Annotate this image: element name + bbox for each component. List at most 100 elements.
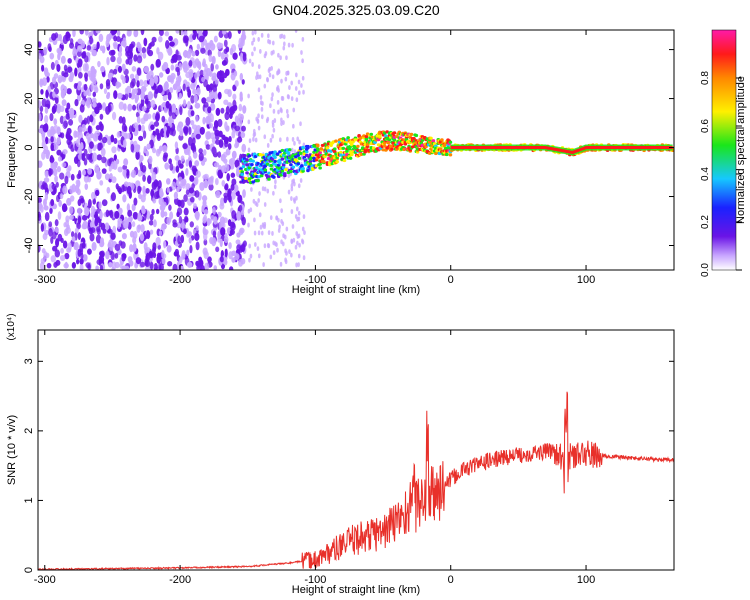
noise-speckle: [126, 31, 132, 37]
noise-speckle: [279, 55, 282, 61]
noise-speckle: [74, 227, 79, 234]
noise-speckle: [151, 208, 155, 216]
noise-speckle: [214, 78, 219, 85]
x-tick-label: 0: [448, 574, 454, 586]
noise-speckle: [155, 208, 160, 215]
noise-speckle: [49, 156, 55, 163]
noise-speckle: [182, 251, 186, 258]
noise-speckle: [90, 82, 95, 92]
noise-speckle: [74, 67, 78, 77]
noise-speckle: [90, 227, 96, 234]
noise-speckle: [100, 222, 106, 231]
noise-speckle: [148, 155, 153, 165]
noise-speckle: [175, 165, 180, 173]
noise-speckle: [292, 107, 296, 113]
signal-cell: [378, 134, 382, 138]
x-tick-label: -300: [34, 274, 56, 286]
noise-speckle: [99, 113, 104, 120]
noise-speckle: [215, 190, 221, 199]
noise-speckle: [116, 35, 121, 43]
signal-cell: [392, 138, 397, 142]
noise-speckle: [213, 265, 218, 270]
noise-speckle: [137, 185, 141, 195]
noise-speckle: [114, 252, 119, 259]
noise-speckle: [248, 58, 252, 64]
noise-speckle: [105, 209, 110, 218]
noise-speckle: [149, 213, 154, 221]
signal-cell: [332, 147, 337, 151]
noise-speckle: [53, 142, 59, 151]
noise-speckle: [236, 136, 243, 143]
noise-speckle: [101, 45, 106, 54]
noise-speckle: [182, 50, 188, 58]
noise-speckle: [113, 90, 118, 99]
noise-speckle: [224, 140, 229, 148]
signal-cell: [318, 166, 322, 170]
noise-speckle: [178, 215, 183, 224]
noise-speckle: [283, 41, 286, 47]
noise-speckle: [295, 195, 298, 201]
noise-speckle: [136, 55, 143, 64]
noise-speckle: [86, 115, 91, 125]
noise-speckle: [144, 257, 149, 267]
signal-cell: [339, 153, 343, 157]
noise-speckle: [111, 30, 118, 35]
noise-speckle: [300, 50, 303, 55]
noise-speckle: [38, 203, 42, 212]
noise-speckle: [81, 123, 86, 132]
noise-speckle: [219, 76, 225, 83]
noise-speckle: [183, 126, 189, 133]
noise-speckle: [128, 92, 132, 99]
noise-speckle: [135, 257, 142, 265]
noise-speckle: [297, 210, 301, 216]
noise-speckle: [247, 93, 250, 99]
noise-speckle: [287, 42, 291, 48]
noise-speckle: [79, 263, 84, 270]
noise-speckle: [80, 252, 84, 260]
noise-speckle: [153, 191, 160, 200]
noise-speckle: [209, 237, 214, 245]
noise-speckle: [63, 228, 69, 237]
snr-frame: [37, 329, 675, 571]
noise-speckle: [152, 147, 157, 154]
noise-speckle: [110, 55, 116, 63]
signal-cell: [357, 133, 361, 138]
noise-speckle: [291, 179, 294, 185]
noise-speckle: [147, 49, 154, 57]
noise-speckle: [295, 72, 298, 78]
noise-speckle: [293, 149, 297, 155]
signal-cell: [382, 144, 387, 148]
noise-speckle: [53, 118, 58, 126]
noise-speckle: [194, 210, 200, 220]
noise-speckle: [77, 153, 83, 161]
noise-speckle: [142, 86, 147, 92]
noise-speckle: [205, 115, 211, 125]
noise-speckle: [256, 246, 260, 252]
noise-speckle: [117, 65, 123, 73]
signal-cell: [341, 146, 346, 150]
noise-speckle: [77, 84, 82, 91]
signal-cell: [245, 158, 249, 162]
noise-speckle: [122, 169, 127, 178]
noise-speckle: [121, 76, 126, 85]
noise-speckle: [262, 262, 265, 267]
noise-speckle: [77, 126, 83, 136]
noise-speckle: [52, 168, 58, 177]
noise-speckle: [57, 156, 62, 162]
noise-speckle: [219, 256, 224, 263]
noise-speckle: [76, 188, 81, 196]
noise-speckle: [127, 103, 133, 112]
noise-speckle: [131, 244, 137, 253]
noise-speckle: [43, 250, 48, 260]
noise-speckle: [178, 163, 184, 169]
noise-speckle: [77, 58, 83, 68]
noise-speckle: [59, 255, 66, 261]
noise-speckle: [105, 79, 111, 87]
noise-speckle: [146, 100, 152, 110]
noise-speckle: [94, 130, 100, 137]
noise-speckle: [223, 57, 229, 65]
noise-speckle: [72, 30, 76, 38]
noise-speckle: [131, 169, 137, 178]
noise-speckle: [104, 173, 110, 181]
noise-speckle: [120, 40, 126, 47]
